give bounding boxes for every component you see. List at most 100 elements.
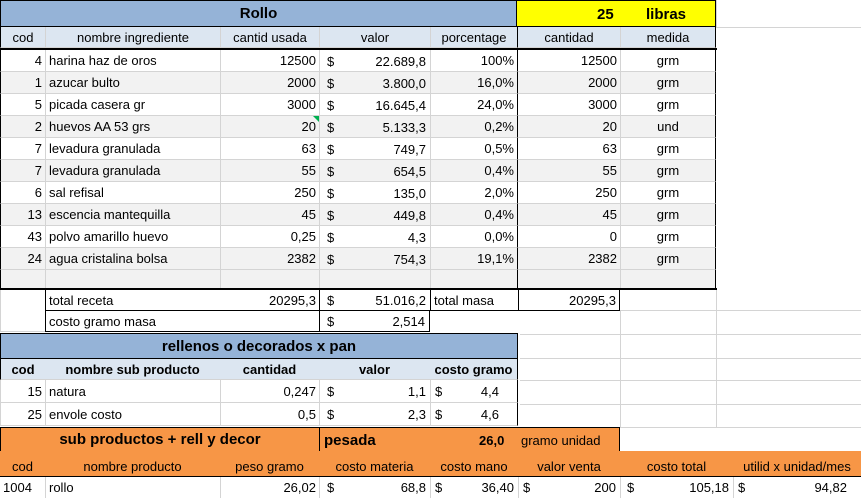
empty-cell[interactable] (430, 270, 518, 290)
ingredient-used[interactable]: 20 (220, 116, 319, 138)
ingredient-name[interactable]: levadura granulada (45, 160, 220, 182)
empty-cell[interactable] (319, 270, 430, 290)
ingredient-value-cell[interactable]: $654,5 (319, 160, 430, 182)
ingredient-percentage[interactable]: 19,1% (430, 248, 518, 270)
ingredient-unit[interactable]: grm (620, 94, 716, 116)
ingredient-used[interactable]: 3000 (220, 94, 319, 116)
ingredient-used[interactable]: 0,25 (220, 226, 319, 248)
ingredient-quantity[interactable]: 63 (518, 138, 620, 160)
ingredient-unit[interactable]: grm (620, 160, 716, 182)
ingredient-name[interactable]: azucar bulto (45, 72, 220, 94)
ingredient-used[interactable]: 55 (220, 160, 319, 182)
sub-row-labor-cell[interactable]: $ 36,40 (430, 477, 518, 498)
cost-per-gram-cell[interactable]: $ 2,514 (319, 311, 430, 332)
ingredient-value-cell[interactable]: $4,3 (319, 226, 430, 248)
ingredient-quantity[interactable]: 2382 (518, 248, 620, 270)
ingredient-percentage[interactable]: 0,4% (430, 204, 518, 226)
ingredient-cod[interactable]: 13 (0, 204, 45, 226)
empty-cell[interactable] (220, 270, 319, 290)
sub-row-sale-cell[interactable]: $ 200 (518, 477, 620, 498)
ingredient-quantity[interactable]: 3000 (518, 94, 620, 116)
ingredient-unit[interactable]: grm (620, 72, 716, 94)
total-recipe-used[interactable]: 20295,3 (220, 290, 319, 311)
filling-cod[interactable]: 25 (0, 403, 45, 426)
ingredient-cod[interactable]: 7 (0, 138, 45, 160)
empty-cell[interactable] (45, 270, 220, 290)
filling-qty[interactable]: 0,247 (220, 380, 319, 403)
ingredient-quantity[interactable]: 55 (518, 160, 620, 182)
ingredient-unit[interactable]: grm (620, 50, 716, 72)
ingredient-unit[interactable]: grm (620, 182, 716, 204)
ingredient-unit[interactable]: grm (620, 248, 716, 270)
ingredient-used[interactable]: 2000 (220, 72, 319, 94)
ingredient-used[interactable]: 63 (220, 138, 319, 160)
ingredient-percentage[interactable]: 0,4% (430, 160, 518, 182)
ingredient-value-cell[interactable]: $5.133,3 (319, 116, 430, 138)
ingredient-used[interactable]: 45 (220, 204, 319, 226)
ingredient-value-cell[interactable]: $749,7 (319, 138, 430, 160)
total-mass-value[interactable]: 20295,3 (518, 290, 620, 311)
empty-cell[interactable] (0, 290, 45, 332)
ingredient-name[interactable]: levadura granulada (45, 138, 220, 160)
ingredient-name[interactable]: polvo amarillo huevo (45, 226, 220, 248)
ingredient-cod[interactable]: 5 (0, 94, 45, 116)
ingredient-percentage[interactable]: 24,0% (430, 94, 518, 116)
ingredient-value-cell[interactable]: $449,8 (319, 204, 430, 226)
ingredient-percentage[interactable]: 0,5% (430, 138, 518, 160)
ingredient-quantity[interactable]: 45 (518, 204, 620, 226)
sub-row-total-cell[interactable]: $ 105,18 (620, 477, 733, 498)
empty-cell[interactable] (518, 270, 620, 290)
empty-cell[interactable] (220, 311, 319, 332)
ingredient-quantity[interactable]: 12500 (518, 50, 620, 72)
ingredient-cod[interactable]: 43 (0, 226, 45, 248)
ingredient-quantity[interactable]: 0 (518, 226, 620, 248)
empty-cell[interactable] (0, 270, 45, 290)
sub-row-weight[interactable]: 26,02 (220, 477, 319, 498)
ingredient-name[interactable]: huevos AA 53 grs (45, 116, 220, 138)
ingredient-percentage[interactable]: 16,0% (430, 72, 518, 94)
ingredient-cod[interactable]: 7 (0, 160, 45, 182)
filling-value-cell[interactable]: $1,1 (319, 380, 430, 403)
ingredient-name[interactable]: picada casera gr (45, 94, 220, 116)
ingredient-value-cell[interactable]: $135,0 (319, 182, 430, 204)
ingredient-unit[interactable]: grm (620, 138, 716, 160)
ingredient-cod[interactable]: 6 (0, 182, 45, 204)
ingredient-used[interactable]: 2382 (220, 248, 319, 270)
ingredient-name[interactable]: escencia mantequilla (45, 204, 220, 226)
ingredient-used[interactable]: 250 (220, 182, 319, 204)
filling-cost-cell[interactable]: $4,4 (430, 380, 518, 403)
filling-name[interactable]: natura (45, 380, 220, 403)
sub-row-material-cell[interactable]: $ 68,8 (319, 477, 430, 498)
ingredient-name[interactable]: sal refisal (45, 182, 220, 204)
ingredient-value-cell[interactable]: $754,3 (319, 248, 430, 270)
ingredient-value-cell[interactable]: $3.800,0 (319, 72, 430, 94)
ingredient-cod[interactable]: 2 (0, 116, 45, 138)
ingredient-cod[interactable]: 4 (0, 50, 45, 72)
sub-row-cod[interactable]: 1004 (3, 480, 32, 495)
ingredient-unit[interactable]: und (620, 116, 716, 138)
ingredient-percentage[interactable]: 100% (430, 50, 518, 72)
ingredient-quantity[interactable]: 2000 (518, 72, 620, 94)
ingredient-unit[interactable]: grm (620, 204, 716, 226)
ingredient-unit[interactable]: grm (620, 226, 716, 248)
filling-cost-cell[interactable]: $4,6 (430, 403, 518, 426)
empty-cell[interactable] (620, 270, 716, 290)
ingredient-percentage[interactable]: 0,0% (430, 226, 518, 248)
sub-row-profit-cell[interactable]: $ 94,82 (733, 477, 861, 498)
ingredient-name[interactable]: harina haz de oros (45, 50, 220, 72)
filling-qty[interactable]: 0,5 (220, 403, 319, 426)
ingredient-percentage[interactable]: 2,0% (430, 182, 518, 204)
ingredient-percentage[interactable]: 0,2% (430, 116, 518, 138)
ingredient-quantity[interactable]: 20 (518, 116, 620, 138)
ingredient-value-cell[interactable]: $16.645,4 (319, 94, 430, 116)
filling-name[interactable]: envole costo (45, 403, 220, 426)
ingredient-cod[interactable]: 1 (0, 72, 45, 94)
ingredient-used[interactable]: 12500 (220, 50, 319, 72)
ingredient-cod[interactable]: 24 (0, 248, 45, 270)
ingredient-quantity[interactable]: 250 (518, 182, 620, 204)
filling-value-cell[interactable]: $2,3 (319, 403, 430, 426)
filling-cod[interactable]: 15 (0, 380, 45, 403)
ingredient-value-cell[interactable]: $22.689,8 (319, 50, 430, 72)
ingredient-name[interactable]: agua cristalina bolsa (45, 248, 220, 270)
total-recipe-value-cell[interactable]: $ 51.016,2 (319, 290, 430, 311)
